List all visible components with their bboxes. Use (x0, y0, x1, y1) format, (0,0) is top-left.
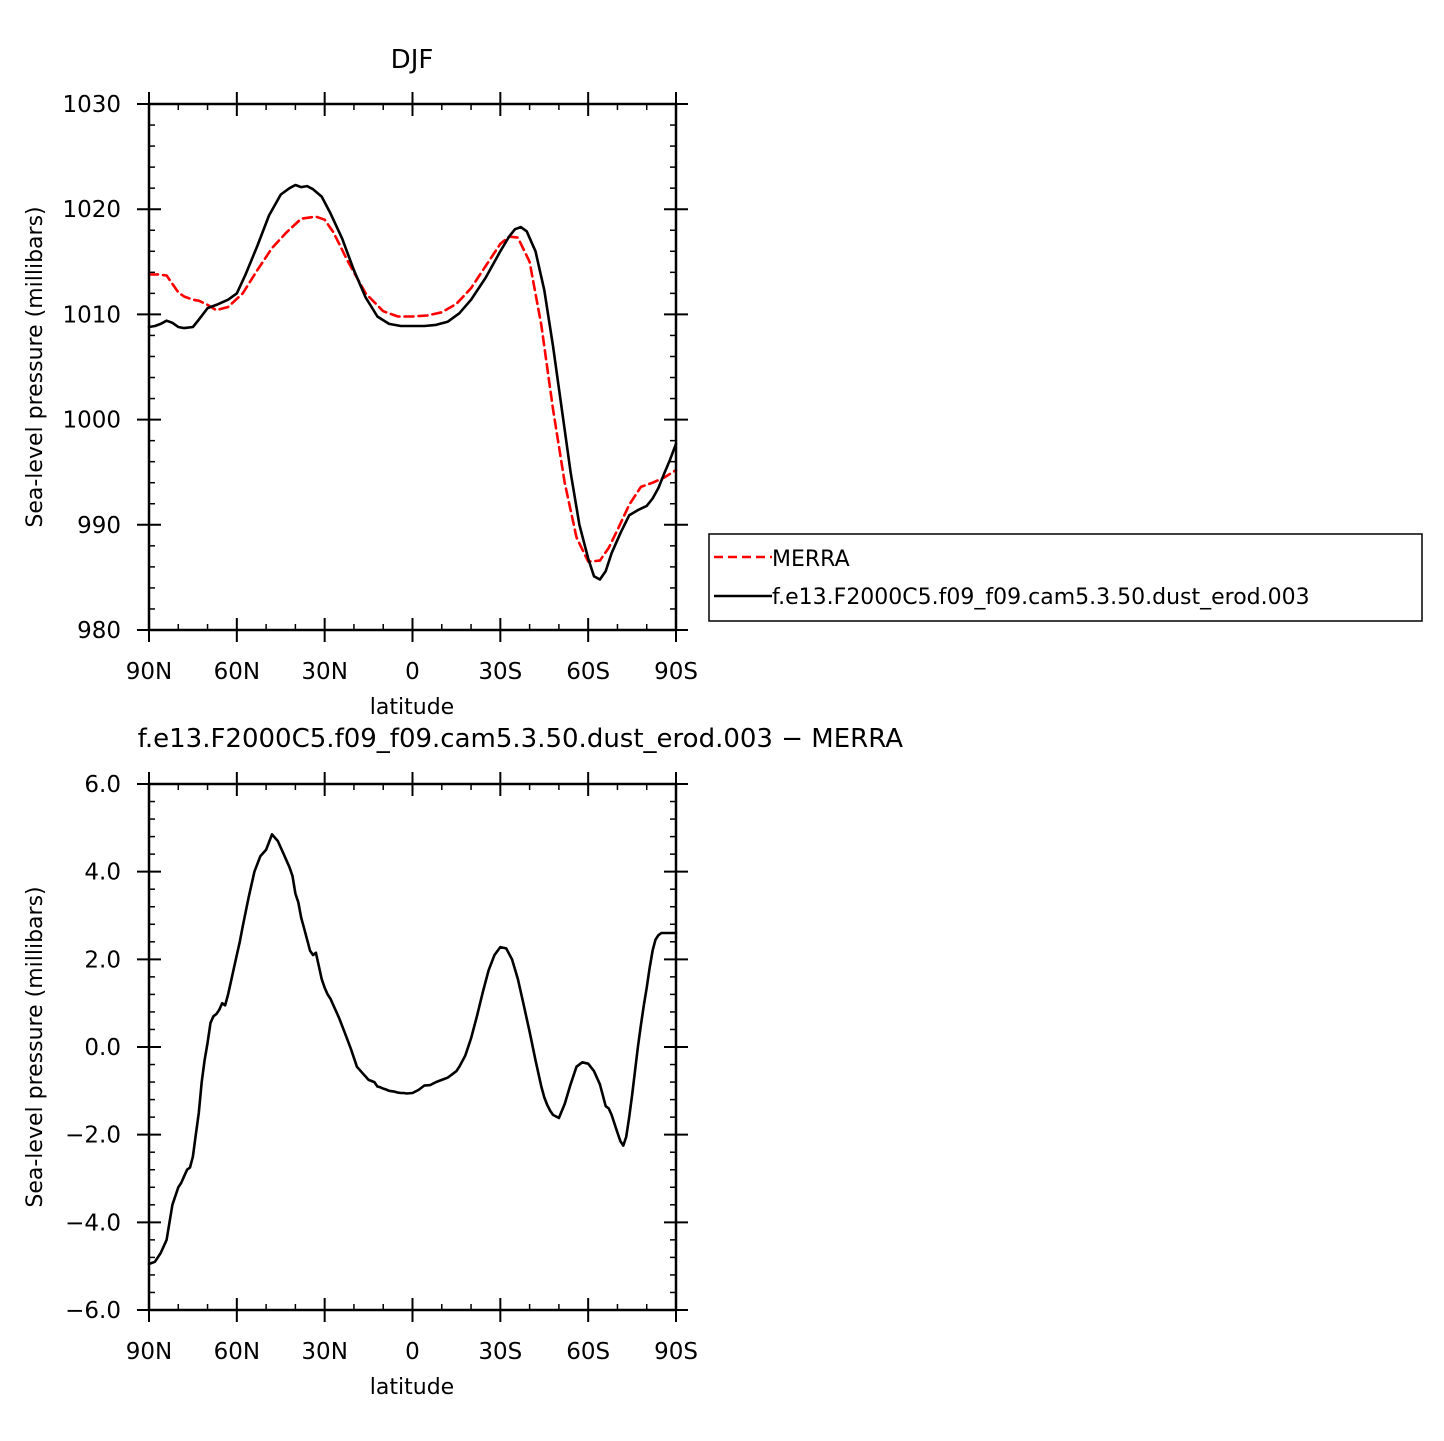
bottom-y-axis-label: Sea-level pressure (millibars) (23, 886, 48, 1207)
bottom-xtick-label: 90N (126, 1339, 172, 1365)
legend-label-model: f.e13.F2000C5.f09_f09.cam5.3.50.dust_ero… (772, 585, 1310, 610)
top-xtick-label: 30N (301, 659, 347, 685)
bottom-ytick-label: 4.0 (84, 860, 121, 886)
bottom-ytick-label: −2.0 (65, 1123, 121, 1149)
top-ytick-label: 1030 (62, 92, 121, 118)
top-plot-frame (147, 102, 678, 632)
top-xtick-label: 60S (566, 659, 610, 685)
top-xtick-label: 90N (126, 659, 172, 685)
bottom-ytick-label: 0.0 (84, 1035, 121, 1061)
bottom-series-group (147, 833, 678, 1266)
bottom-xtick-label: 60N (214, 1339, 260, 1365)
bottom-xtick-label: 90S (654, 1339, 698, 1365)
top-ytick-label: 1000 (62, 408, 121, 434)
top-xtick-label: 60N (214, 659, 260, 685)
bottom-tick-labels: −6.0 −4.0 −2.0 0.0 2.0 4.0 6.0 90N 60N 30N 0 30S 60S… (65, 772, 698, 1365)
top-ytick-label: 1010 (62, 302, 121, 328)
bottom-xtick-label: 0 (405, 1339, 420, 1365)
bottom-series-line-0 (147, 833, 678, 1266)
top-y-axis-label: Sea-level pressure (millibars) (23, 206, 48, 527)
top-ytick-label: 1020 (62, 197, 121, 223)
top-series-group (147, 183, 678, 581)
top-xtick-label: 0 (405, 659, 420, 685)
top-axis-ticks (137, 92, 688, 642)
bottom-x-axis-label: latitude (370, 1375, 454, 1400)
top-panel: DJF 980 990 1000 1010 1020 1030 90N 60N 30N 0 30S 6… (23, 45, 698, 720)
legend-label-merra: MERRA (772, 547, 850, 572)
legend: MERRA f.e13.F2000C5.f09_f09.cam5.3.50.du… (708, 533, 1423, 622)
legend-box (708, 533, 1423, 622)
bottom-ytick-label: −4.0 (65, 1210, 121, 1236)
top-ytick-label: 980 (77, 618, 121, 644)
top-tick-labels: 980 990 1000 1010 1020 1030 90N 60N 30N 0 30S 60S 90… (62, 92, 697, 685)
top-series-line-1 (147, 183, 678, 581)
bottom-ytick-label: 2.0 (84, 947, 121, 973)
bottom-panel-title: f.e13.F2000C5.f09_f09.cam5.3.50.dust_ero… (138, 724, 904, 754)
bottom-xtick-label: 60S (566, 1339, 610, 1365)
bottom-plot-frame (147, 782, 678, 1312)
bottom-panel: f.e13.F2000C5.f09_f09.cam5.3.50.dust_ero… (23, 724, 903, 1400)
top-xtick-label: 90S (654, 659, 698, 685)
bottom-xtick-label: 30N (301, 1339, 347, 1365)
top-series-line-0 (147, 215, 678, 563)
top-panel-title: DJF (391, 45, 434, 75)
bottom-ytick-label: −6.0 (65, 1298, 121, 1324)
bottom-xtick-label: 30S (478, 1339, 522, 1365)
top-xtick-label: 30S (478, 659, 522, 685)
top-ytick-label: 990 (77, 513, 121, 539)
top-x-axis-label: latitude (370, 695, 454, 720)
bottom-ytick-label: 6.0 (84, 772, 121, 798)
bottom-axis-ticks (137, 772, 688, 1322)
